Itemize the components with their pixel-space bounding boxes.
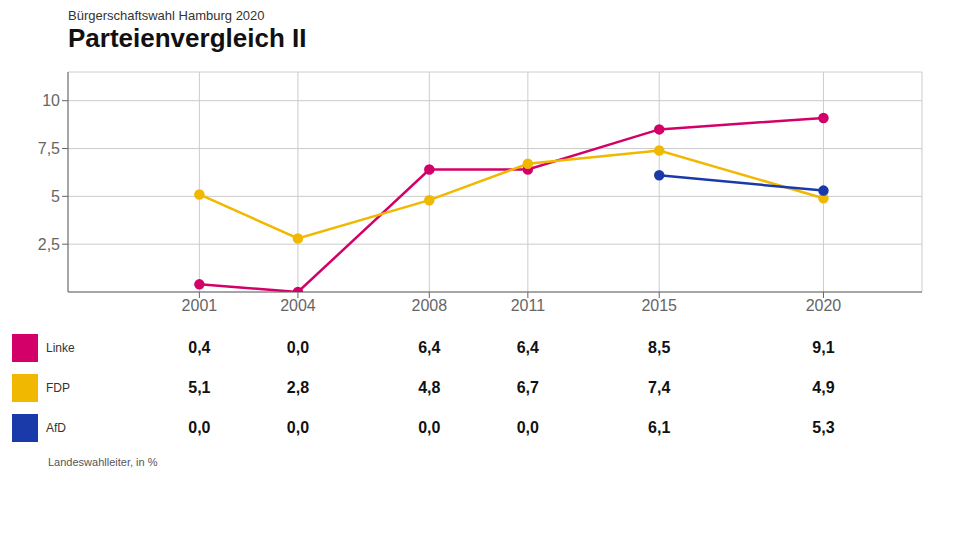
- html-text:8,5: 8,5: [648, 339, 671, 356]
- html-text:9,1: 9,1: [812, 339, 835, 356]
- html-text:6,4: 6,4: [418, 339, 441, 356]
- html-text:2,8: 2,8: [286, 379, 309, 396]
- html-text:6,7: 6,7: [516, 379, 539, 396]
- html-text:0,0: 0,0: [516, 419, 539, 436]
- html-text:6,1: 6,1: [648, 419, 671, 436]
- html-text:Landeswahlleiter, in %: Landeswahlleiter, in %: [48, 456, 158, 468]
- svg-text:2020: 2020: [806, 297, 842, 314]
- svg-text:2008: 2008: [412, 297, 448, 314]
- html-text:5,1: 5,1: [188, 379, 211, 396]
- svg-text:5: 5: [51, 188, 60, 205]
- html-text:4,9: 4,9: [812, 379, 835, 396]
- html-text:4,8: 4,8: [418, 379, 441, 396]
- svg-text:2015: 2015: [641, 297, 677, 314]
- svg-text:2004: 2004: [280, 297, 316, 314]
- html-text:0,0: 0,0: [188, 419, 211, 436]
- svg-text:2,5: 2,5: [38, 236, 60, 253]
- html-text:Bürgerschaftswahl Hamburg 2020: Bürgerschaftswahl Hamburg 2020: [68, 8, 265, 23]
- html-text:0,0: 0,0: [286, 419, 309, 436]
- html-text:Parteienvergleich II: Parteienvergleich II: [68, 23, 307, 53]
- svg-text:2001: 2001: [182, 297, 218, 314]
- html-text:Linke: Linke: [46, 341, 75, 355]
- html-text:0,0: 0,0: [418, 419, 441, 436]
- svg-text:7,5: 7,5: [38, 140, 60, 157]
- html-text:AfD: AfD: [46, 421, 66, 435]
- svg-text:10: 10: [42, 92, 60, 109]
- html-text:FDP: FDP: [46, 381, 70, 395]
- html-text:0,4: 0,4: [188, 339, 211, 356]
- html-text:6,4: 6,4: [516, 339, 539, 356]
- html-text:5,3: 5,3: [812, 419, 835, 436]
- svg-text:2011: 2011: [511, 297, 546, 314]
- html-text:0,0: 0,0: [286, 339, 309, 356]
- html-text:7,4: 7,4: [648, 379, 671, 396]
